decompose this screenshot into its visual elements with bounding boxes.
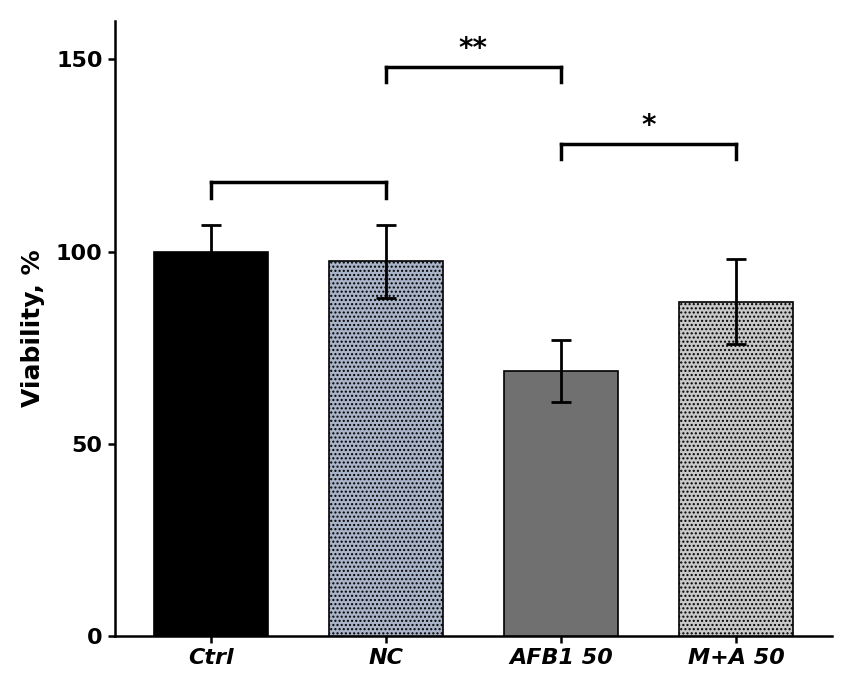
Bar xyxy=(504,371,617,637)
Bar xyxy=(329,261,442,637)
Y-axis label: Viability, %: Viability, % xyxy=(20,250,45,407)
Text: **: ** xyxy=(458,35,487,63)
Bar xyxy=(678,302,792,637)
Bar xyxy=(153,251,268,637)
Text: *: * xyxy=(641,112,655,140)
